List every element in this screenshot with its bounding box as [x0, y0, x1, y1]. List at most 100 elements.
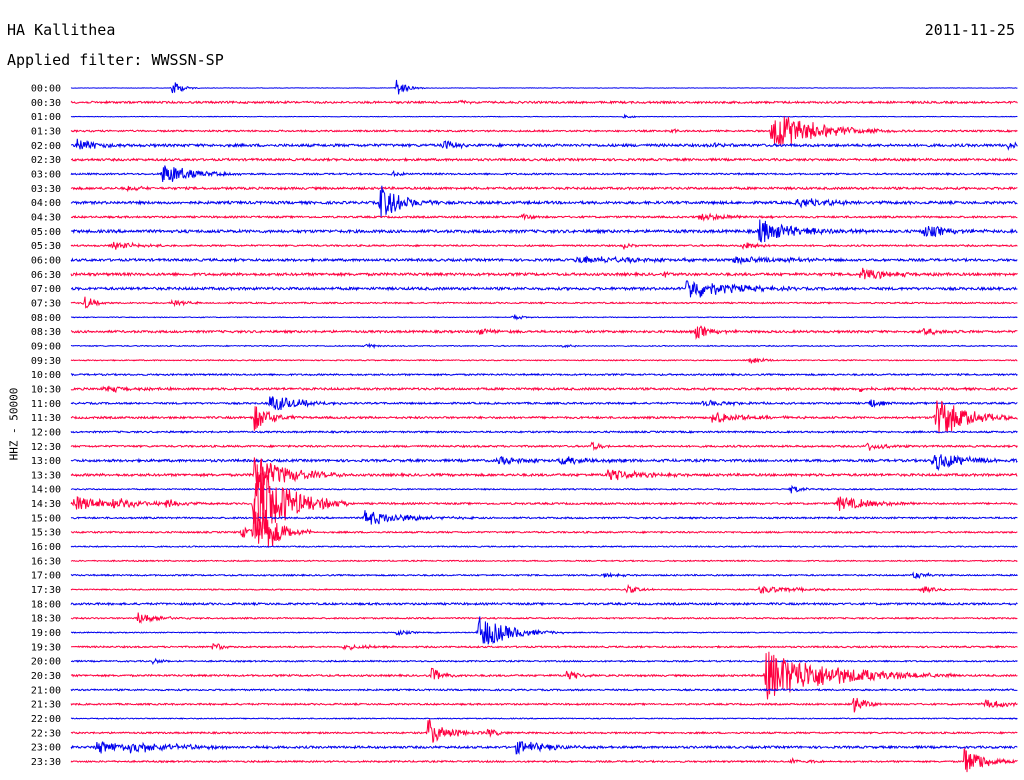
trace-01-00 [70, 113, 1018, 119]
row-label: 14:00 [31, 485, 61, 496]
trace-19-00 [71, 616, 1018, 645]
row-label: 06:30 [31, 270, 61, 281]
row-label: 07:30 [31, 298, 61, 309]
row-label: 03:30 [31, 184, 61, 195]
trace-18-30 [70, 612, 1018, 624]
row-label: 00:00 [31, 84, 61, 95]
row-label: 14:30 [31, 499, 61, 510]
trace-05-00 [70, 219, 1018, 243]
filter-label: Applied filter: WWSSN-SP [7, 51, 224, 69]
row-label: 20:30 [31, 671, 61, 682]
trace-17-30 [70, 583, 1018, 594]
row-label: 10:00 [31, 370, 61, 381]
trace-00-30 [70, 99, 1018, 105]
trace-08-00 [70, 314, 1018, 321]
trace-02-00 [71, 138, 1018, 151]
trace-09-30 [70, 357, 1018, 364]
trace-18-00 [70, 601, 1018, 607]
row-label: 16:30 [31, 556, 61, 567]
trace-07-30 [70, 296, 1018, 309]
row-label: 19:00 [31, 628, 61, 639]
row-label: 07:00 [31, 284, 61, 295]
row-label: 18:00 [31, 599, 61, 610]
row-label: 06:00 [31, 255, 61, 266]
row-label: 15:00 [31, 513, 61, 524]
trace-15-00 [70, 510, 1018, 525]
row-label: 09:30 [31, 356, 61, 367]
row-label: 00:30 [31, 98, 61, 109]
row-label: 22:00 [31, 714, 61, 725]
trace-04-30 [70, 212, 1018, 222]
trace-21-30 [70, 697, 1018, 713]
row-label: 16:00 [31, 542, 61, 553]
trace-05-30 [70, 241, 1018, 251]
row-label: 10:30 [31, 384, 61, 395]
row-label: 21:30 [31, 700, 61, 711]
trace-09-00 [70, 342, 1018, 350]
trace-04-00 [70, 185, 1018, 218]
row-label: 04:30 [31, 212, 61, 223]
row-label: 17:00 [31, 571, 61, 582]
row-label: 01:00 [31, 112, 61, 123]
date-label: 2011-11-25 [924, 21, 1015, 39]
row-label: 09:00 [31, 341, 61, 352]
row-label: 05:30 [31, 241, 61, 252]
trace-16-00 [70, 545, 1018, 549]
row-label: 18:30 [31, 614, 61, 625]
row-label: 17:30 [31, 585, 61, 596]
trace-22-30 [70, 719, 1018, 743]
trace-01-30 [70, 116, 1018, 146]
trace-22-00 [70, 717, 1018, 720]
station-title: HA Kallithea [7, 21, 116, 39]
row-label: 21:00 [31, 685, 61, 696]
trace-17-00 [70, 571, 1018, 580]
row-label: 01:30 [31, 126, 61, 137]
trace-11-00 [70, 396, 1018, 411]
row-label: 15:30 [31, 528, 61, 539]
trace-23-30 [70, 747, 1018, 773]
trace-14-00 [70, 484, 1018, 494]
row-label: 23:00 [31, 743, 61, 754]
trace-13-00 [70, 454, 1018, 472]
trace-06-30 [70, 267, 1018, 280]
trace-20-30 [70, 651, 1018, 700]
row-label: 02:30 [31, 155, 61, 166]
row-label: 12:00 [31, 427, 61, 438]
row-label: 05:00 [31, 227, 61, 238]
trace-12-30 [70, 441, 1018, 452]
row-label: 11:30 [31, 413, 61, 424]
trace-20-00 [70, 657, 1018, 666]
trace-19-30 [70, 643, 1018, 651]
trace-10-00 [70, 372, 1018, 377]
traces [70, 79, 1018, 773]
trace-13-30 [70, 457, 1018, 489]
row-label: 19:30 [31, 642, 61, 653]
trace-11-30 [70, 400, 1018, 434]
row-label: 08:30 [31, 327, 61, 338]
trace-03-30 [70, 185, 1018, 193]
trace-15-30 [70, 498, 1018, 547]
trace-00-00 [70, 79, 1018, 95]
trace-14-30 [70, 464, 1018, 536]
row-label: 13:30 [31, 470, 61, 481]
row-label: 12:30 [31, 442, 61, 453]
row-label: 20:00 [31, 657, 61, 668]
trace-10-30 [70, 385, 1018, 394]
row-label: 03:00 [31, 169, 61, 180]
row-label: 04:00 [31, 198, 61, 209]
row-labels: 00:00 00:30 01:00 01:30 02:00 02:30 03:00 03:30… [31, 84, 61, 769]
trace-02-30 [70, 157, 1018, 163]
row-label: 13:00 [31, 456, 61, 467]
trace-16-30 [70, 559, 1018, 563]
row-label: 22:30 [31, 728, 61, 739]
trace-07-00 [71, 279, 1018, 298]
row-label: 08:00 [31, 313, 61, 324]
trace-03-00 [70, 165, 1018, 183]
trace-06-00 [70, 255, 1018, 266]
trace-12-00 [70, 430, 1018, 434]
row-label: 23:30 [31, 757, 61, 768]
trace-23-00 [70, 741, 1018, 755]
trace-21-00 [70, 687, 1018, 692]
row-label: 02:00 [31, 141, 61, 152]
